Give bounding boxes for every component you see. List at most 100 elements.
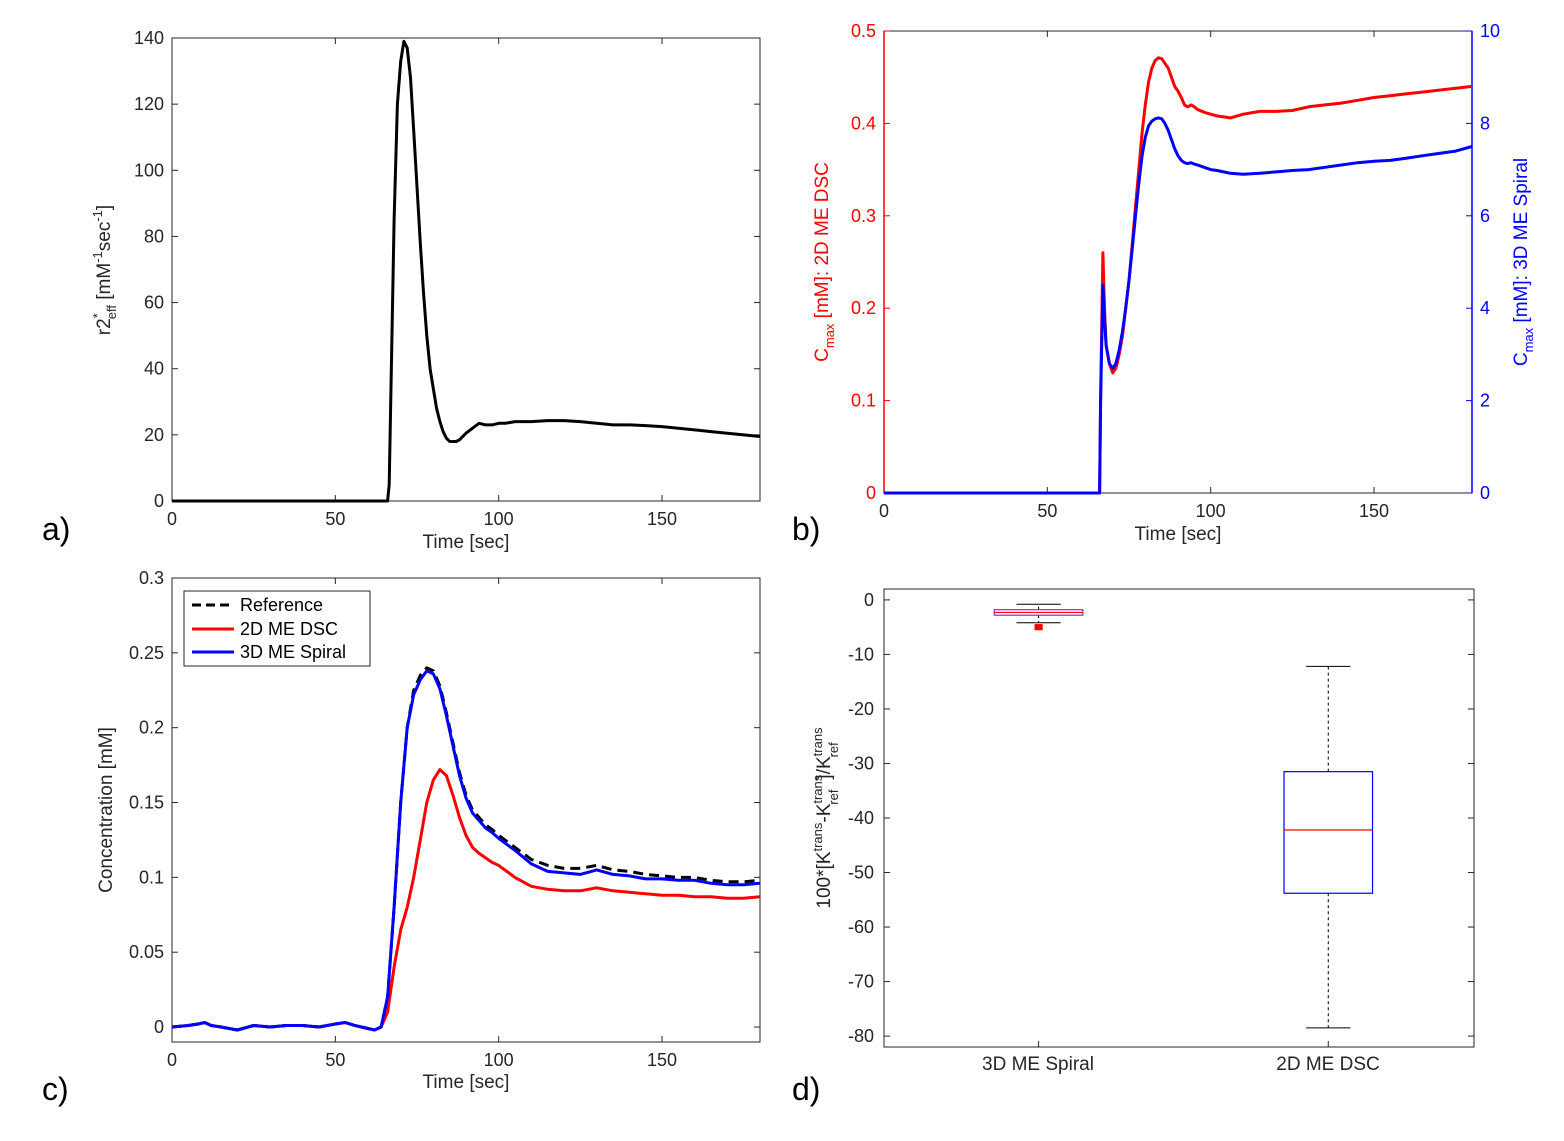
panel-b-right-ytick-label-3: 6 xyxy=(1480,206,1490,226)
panel-b-right-ytick-label-5: 10 xyxy=(1480,21,1500,41)
panel-d-category-label-1: 2D ME DSC xyxy=(1276,1054,1379,1075)
panel-a-ytick-label-2: 40 xyxy=(144,359,164,379)
panel-b-ylabel-left: Cmax [mM]: 2D ME DSC xyxy=(812,162,837,362)
panel-a-xtick-label-0: 0 xyxy=(167,509,177,529)
panel-d-category-label-0: 3D ME Spiral xyxy=(982,1054,1094,1075)
panel-b: 0 50 100 150 0 0.1 0.2 0.3 0.4 0.5 0 2 4 6 8 10 Time [s… xyxy=(792,21,1536,547)
legend-label-2d: 2D ME DSC xyxy=(240,619,338,639)
panel-b-right-ytick-label-1: 2 xyxy=(1480,391,1490,411)
panel-d-ytick-label-1: -10 xyxy=(848,644,874,664)
panel-b-xlabel: Time [sec] xyxy=(1135,524,1222,545)
panel-b-left-ytick-label-5: 0.5 xyxy=(851,21,876,41)
panel-a-xtick-label-3: 150 xyxy=(647,509,677,529)
panel-c-series xyxy=(171,666,761,1032)
panel-a-ylabel-base: r2 xyxy=(94,318,115,335)
panel-d-ytick-label-4: -40 xyxy=(848,808,874,828)
panel-d: 0 -10 -20 -30 -40 -50 -60 -70 -80 3D ME Spiral 2… xyxy=(792,588,1475,1107)
panel-b-left-ytick-label-0: 0 xyxy=(866,483,876,503)
panel-b-xtick-label-1: 50 xyxy=(1037,501,1057,521)
panel-a-ylabel-sup2: -1 xyxy=(90,251,105,263)
panel-a-xtick-label-2: 100 xyxy=(484,509,514,529)
panel-a-ylabel-mid: [mM xyxy=(94,263,115,305)
panel-c-ytick-label-2: 0.1 xyxy=(139,867,164,887)
panel-d-ytick-label-5: -50 xyxy=(848,863,874,883)
panel-c-ytick-label-5: 0.25 xyxy=(129,643,164,663)
panel-c-xlabel: Time [sec] xyxy=(423,1072,510,1093)
panel-c-label: c) xyxy=(42,1071,69,1107)
panel-b-xtick-label-0: 0 xyxy=(879,501,889,521)
panel-b-ylabel-right-sub: max xyxy=(1521,327,1536,352)
panel-c-ytick-label-4: 0.2 xyxy=(139,718,164,738)
panel-d-ylabel-sup3: trans xyxy=(810,727,825,756)
panel-a-ytick-label-1: 20 xyxy=(144,425,164,445)
panel-a-xtick-label-1: 50 xyxy=(325,509,345,529)
panel-b-ylabel-right-base: C xyxy=(1511,352,1532,366)
panel-a-ylabel-end: ] xyxy=(94,205,115,210)
panel-a-xlabel: Time [sec] xyxy=(423,532,510,553)
panel-b-left-ytick-label-2: 0.2 xyxy=(851,298,876,318)
panel-c: 0 50 100 150 0 0.05 0.1 0.15 0.2 0.25 0.3 Referenc… xyxy=(42,568,761,1107)
box-outlier-0-2 xyxy=(1034,626,1043,631)
panel-a-ylabel-mid2: sec xyxy=(94,222,115,252)
panel-c-ylabel: Concentration [mM] xyxy=(96,727,117,893)
panel-c-series-line-2 xyxy=(171,669,761,1032)
panel-b-ylabel-left-base: C xyxy=(812,348,833,362)
panel-a-ytick-label-4: 80 xyxy=(144,226,164,246)
panel-b-ylabel-left-rest: [mM]: 2D ME DSC xyxy=(812,162,833,324)
panel-b-xtick-label-3: 150 xyxy=(1359,501,1389,521)
panel-b-series xyxy=(884,56,1473,495)
panel-d-boxes xyxy=(993,603,1374,1029)
panel-b-ylabel-right: Cmax [mM]: 3D ME Spiral xyxy=(1511,158,1536,366)
panel-a-ylabel-sub1: eff xyxy=(104,305,119,320)
panel-b-series-line-1 xyxy=(884,116,1473,495)
panel-d-ylabel-sup1: trans xyxy=(810,822,825,851)
panel-d-ytick-label-7: -70 xyxy=(848,972,874,992)
panel-c-xtick-label-0: 0 xyxy=(167,1050,177,1070)
panel-c-xtick-label-2: 100 xyxy=(484,1050,514,1070)
panel-a-plot-area xyxy=(171,37,761,502)
panel-c-ytick-label-1: 0.05 xyxy=(129,942,164,962)
panel-a-ylabel-sup3: -1 xyxy=(90,210,105,222)
panel-c-legend: Reference 2D ME DSC 3D ME Spiral xyxy=(183,590,371,667)
panel-b-left-ytick-label-1: 0.1 xyxy=(851,391,876,411)
panel-d-ylabel: 100*[Ktrans-Ktransref]/Ktransref xyxy=(810,727,841,909)
panel-a-label: a) xyxy=(42,511,70,547)
panel-d-ytick-label-8: -80 xyxy=(848,1026,874,1046)
panel-a-ylabel: r2*eff [mM-1sec-1] xyxy=(90,205,119,335)
panel-d-ytick-label-0: 0 xyxy=(864,590,874,610)
panel-d-ylabel-sub3: ref xyxy=(826,742,841,758)
panel-c-ytick-label-3: 0.15 xyxy=(129,793,164,813)
panel-d-ylabel-mid: -K xyxy=(814,803,835,822)
panel-a-ytick-label-7: 140 xyxy=(134,28,164,48)
panel-b-ticks: 0 50 100 150 0 0.1 0.2 0.3 0.4 0.5 0 2 4 6 8 10 xyxy=(851,21,1500,521)
legend-label-3d: 3D ME Spiral xyxy=(240,642,346,662)
panel-d-label: d) xyxy=(792,1071,820,1107)
panel-b-ylabel-right-rest: [mM]: 3D ME Spiral xyxy=(1511,158,1532,328)
panel-b-left-ytick-label-4: 0.4 xyxy=(851,113,876,133)
panel-c-xtick-label-1: 50 xyxy=(325,1050,345,1070)
panel-d-ylabel-base: 100*[K xyxy=(814,851,835,908)
panel-d-ylabel-sub2: ref xyxy=(826,789,841,805)
panel-b-label: b) xyxy=(792,511,820,547)
panel-b-right-ytick-label-4: 8 xyxy=(1480,113,1490,133)
panel-c-ytick-label-6: 0.3 xyxy=(139,568,164,588)
panel-d-ylabel-mid2: ]/K xyxy=(814,756,835,780)
panel-a-series xyxy=(172,39,761,503)
panel-c-ticks: 0 50 100 150 0 0.05 0.1 0.15 0.2 0.25 0.3 xyxy=(129,568,760,1070)
panel-c-xtick-label-3: 150 xyxy=(647,1050,677,1070)
panel-b-left-ytick-label-3: 0.3 xyxy=(851,206,876,226)
legend-label-reference: Reference xyxy=(240,595,323,615)
panel-b-ylabel-left-sub: max xyxy=(822,323,837,348)
panel-d-ytick-label-6: -60 xyxy=(848,917,874,937)
panel-d-ytick-label-2: -20 xyxy=(848,699,874,719)
panel-a-ytick-label-0: 0 xyxy=(154,491,164,511)
panel-c-ytick-label-0: 0 xyxy=(154,1017,164,1037)
box-iqr-1 xyxy=(1283,771,1374,894)
panel-b-xtick-label-2: 100 xyxy=(1196,501,1226,521)
panel-d-ytick-label-3: -30 xyxy=(848,753,874,773)
panel-a: 0 50 100 150 0 20 40 60 80 100 120 140 Time [sec] r… xyxy=(42,28,761,553)
panel-d-ticks: 0 -10 -20 -30 -40 -50 -60 -70 -80 xyxy=(848,590,1474,1047)
panel-a-ytick-label-6: 120 xyxy=(134,94,164,114)
panel-a-ytick-label-5: 100 xyxy=(134,160,164,180)
